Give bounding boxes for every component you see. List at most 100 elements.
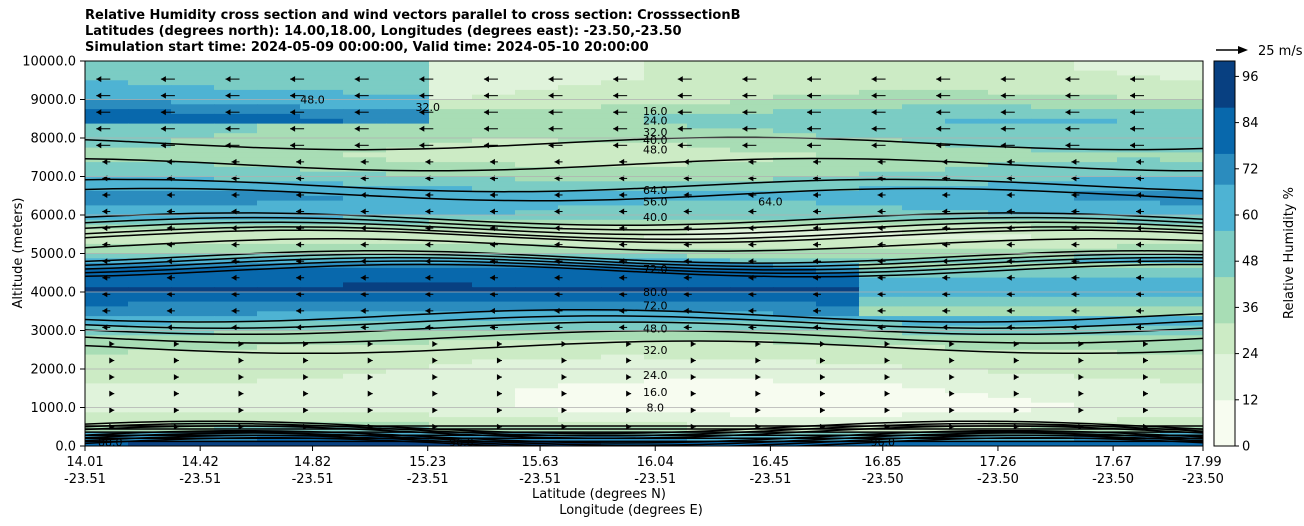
- rh-field-cell: [257, 407, 301, 413]
- wind-vector-head: [619, 274, 625, 281]
- rh-field-cell: [1074, 243, 1118, 250]
- rh-field-cell: [644, 369, 688, 375]
- rh-field-cell: [644, 335, 688, 341]
- rh-field-cell: [773, 369, 817, 375]
- rh-field-cell: [988, 359, 1032, 365]
- rh-field-cell: [558, 142, 602, 149]
- rh-field-cell: [85, 215, 129, 221]
- rh-field-cell: [816, 162, 860, 168]
- rh-field-cell: [558, 311, 602, 317]
- rh-field-cell: [171, 277, 215, 283]
- rh-field-cell: [128, 171, 172, 178]
- rh-field-cell: [257, 272, 301, 279]
- rh-field-cell: [214, 364, 258, 370]
- rh-field-cell: [257, 320, 301, 327]
- rh-field-cell: [515, 349, 559, 356]
- rh-field-cell: [644, 277, 688, 283]
- rh-field-cell: [300, 412, 344, 418]
- rh-field-cell: [816, 70, 860, 76]
- rh-field-cell: [859, 162, 903, 168]
- chart-title-line-3: Simulation start time: 2024-05-09 00:00:…: [85, 40, 649, 55]
- wind-vector-head: [884, 407, 890, 414]
- rh-field-cell: [128, 205, 172, 211]
- rh-field-cell: [816, 253, 860, 259]
- rh-field-cell: [902, 171, 946, 178]
- rh-field-cell: [773, 99, 817, 105]
- colorbar-segment: [1214, 415, 1235, 432]
- rh-field-cell: [1074, 325, 1118, 332]
- wind-vector-head: [942, 258, 948, 265]
- rh-field-cell: [386, 320, 430, 327]
- rh-field-cell: [816, 200, 860, 206]
- rh-field-cell: [343, 431, 387, 437]
- rh-field-cell: [171, 320, 215, 327]
- rh-field-cell: [1074, 94, 1118, 101]
- rh-field-cell: [257, 186, 301, 192]
- rh-field-cell: [1160, 277, 1203, 283]
- rh-field-cell: [945, 340, 989, 346]
- y-tick-label: 4000.0: [31, 286, 77, 301]
- rh-field-cell: [472, 373, 516, 380]
- rh-field-cell: [601, 340, 645, 346]
- rh-field-cell: [386, 301, 430, 307]
- rh-field-cell: [945, 316, 989, 322]
- rh-field-cell: [988, 354, 1032, 360]
- rh-field-cell: [85, 344, 129, 351]
- rh-field-cell: [558, 219, 602, 226]
- rh-field-cell: [859, 296, 903, 303]
- wind-vector-head: [290, 125, 296, 132]
- rh-field-cell: [988, 417, 1032, 423]
- contour-labels: 8.016.024.032.048.072.080.072.040.056.06…: [98, 94, 895, 447]
- wind-vector-head: [806, 76, 812, 83]
- wind-vector-head: [425, 291, 431, 298]
- x-tick-label-lon: -23.50: [1092, 472, 1134, 487]
- wind-vector-head: [683, 175, 689, 182]
- rh-field-cell: [601, 200, 645, 206]
- rh-field-cell: [1160, 431, 1203, 437]
- colorbar-segment: [1214, 153, 1235, 170]
- rh-field-cell: [1031, 325, 1075, 332]
- rh-field-cell: [773, 200, 817, 206]
- rh-field-cell: [429, 200, 473, 206]
- rh-field-cell: [85, 99, 129, 105]
- rh-field-cell: [644, 157, 688, 163]
- rh-field-cell: [945, 61, 989, 67]
- rh-field-cell: [687, 287, 731, 293]
- rh-field-cell: [343, 287, 387, 293]
- x-axis-label-lat: Latitude (degrees N): [532, 487, 666, 502]
- colorbar-segment: [1214, 122, 1235, 139]
- rh-field-cell: [816, 340, 860, 346]
- rh-field-cell: [214, 311, 258, 317]
- rh-field-cell: [300, 171, 344, 178]
- rh-field-cell: [429, 263, 473, 269]
- rh-field-cell: [730, 147, 774, 153]
- rh-field-cell: [343, 219, 387, 226]
- rh-field-cell: [171, 248, 215, 255]
- colorbar-tick-label: 84: [1242, 116, 1259, 131]
- rh-field-cell: [859, 89, 903, 96]
- rh-field-cell: [1074, 210, 1118, 216]
- rh-field-cell: [601, 402, 645, 409]
- rh-field-cell: [945, 267, 989, 274]
- rh-field-cell: [429, 190, 473, 197]
- wind-vector-head: [748, 291, 754, 298]
- rh-field-cell: [945, 287, 989, 293]
- wind-vector-head: [683, 291, 689, 298]
- rh-field-cell: [171, 243, 215, 250]
- x-tick-label-lat: 16.04: [637, 455, 674, 470]
- rh-field-cell: [214, 436, 258, 442]
- rh-field-cell: [988, 70, 1032, 76]
- rh-field-cell: [644, 296, 688, 303]
- rh-field-cell: [730, 152, 774, 158]
- x-tick-label-lon: -23.51: [292, 472, 334, 487]
- rh-field-cell: [257, 99, 301, 105]
- rh-field-cell: [1160, 128, 1203, 134]
- rh-field-cell: [558, 104, 602, 110]
- rh-field-cell: [1117, 234, 1161, 240]
- rh-field-cell: [1031, 258, 1075, 264]
- wind-vector-head: [1071, 208, 1077, 215]
- wind-vector-head: [432, 340, 438, 347]
- rh-field-cell: [300, 138, 344, 144]
- rh-field-cell: [945, 378, 989, 384]
- rh-field-cell: [1031, 282, 1075, 288]
